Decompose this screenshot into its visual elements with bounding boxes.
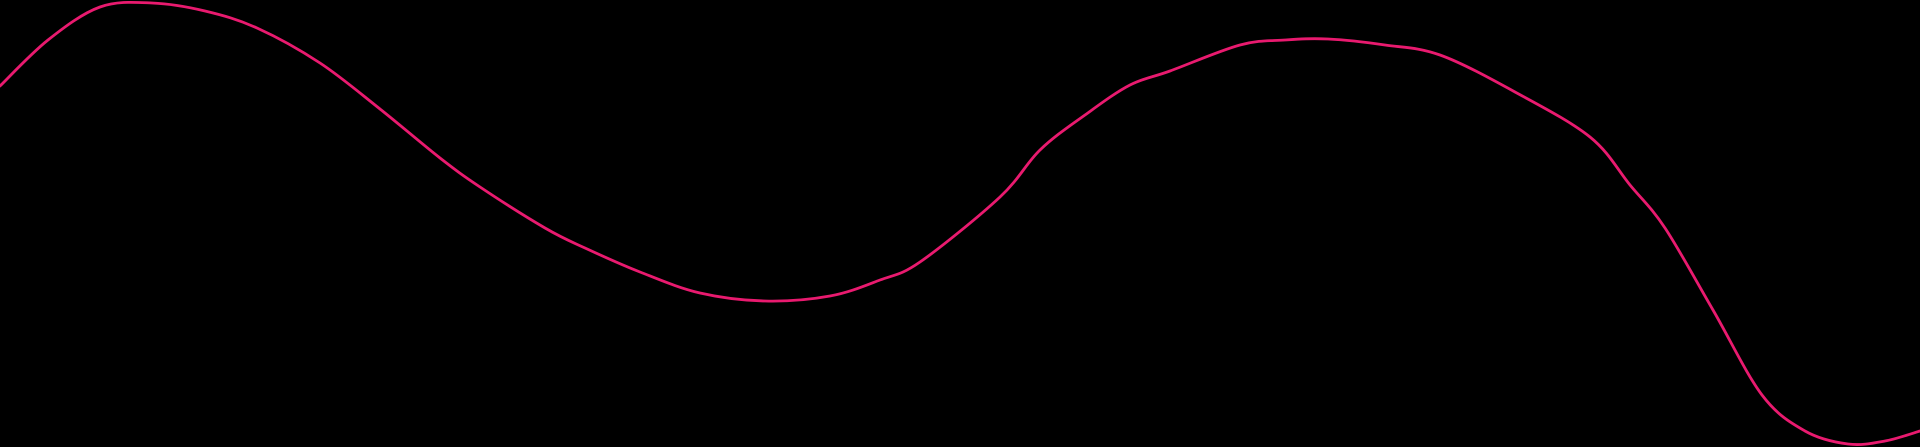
black-canvas: [0, 0, 1920, 447]
wave-curve-line: [0, 0, 1920, 446]
wave-chart: [0, 0, 1920, 446]
